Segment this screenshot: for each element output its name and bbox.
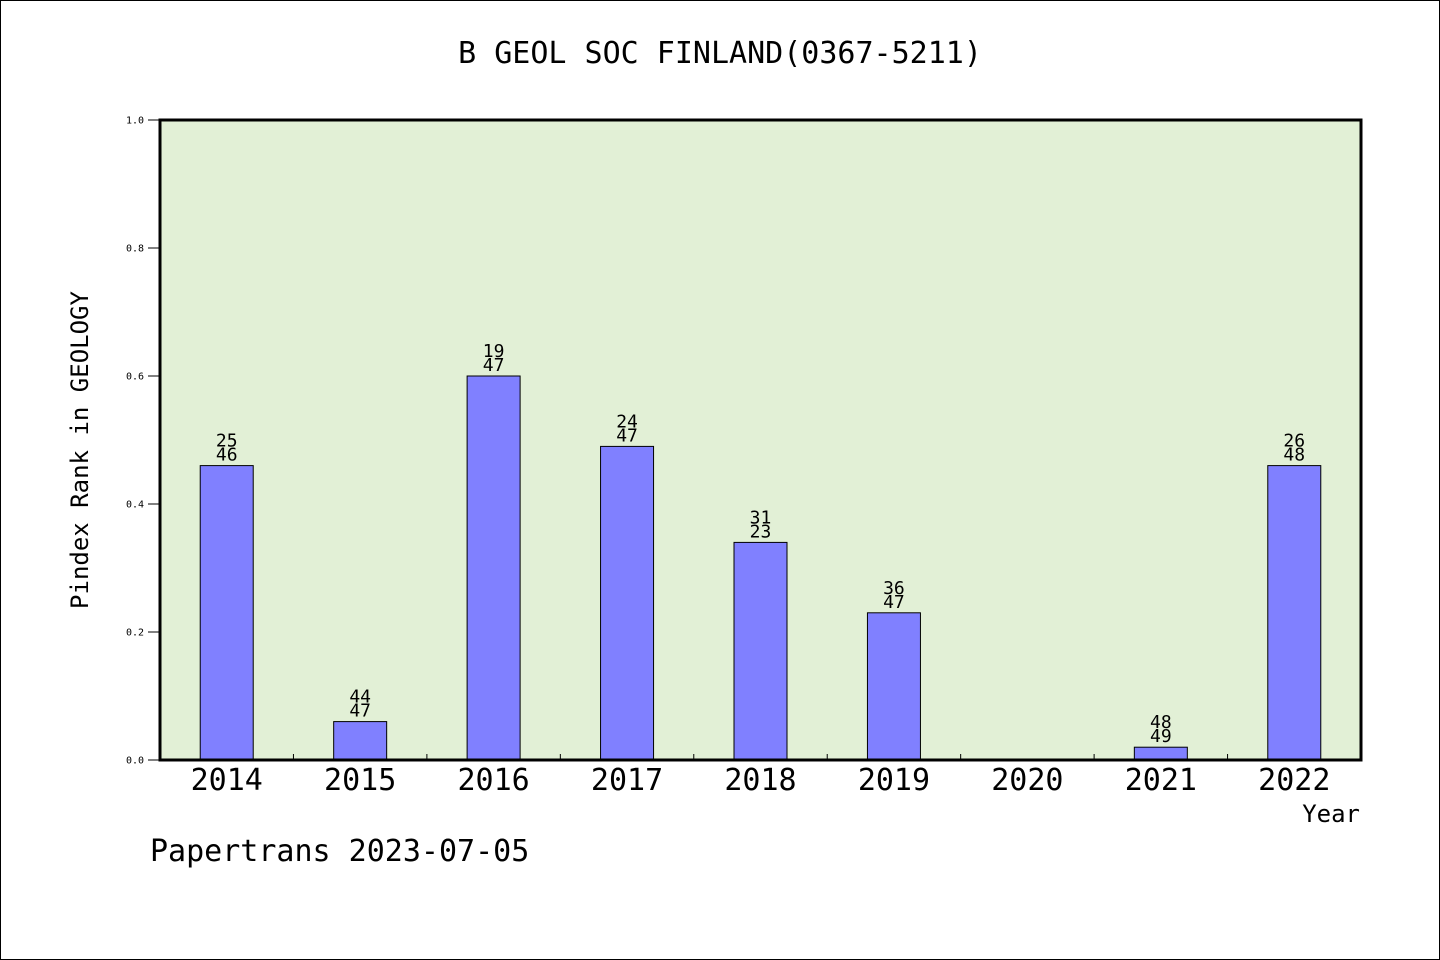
y-tick-label: 0.0 xyxy=(126,756,144,767)
rank-label-2014: 25 xyxy=(216,431,238,452)
x-tick-label-2015: 2015 xyxy=(324,763,396,798)
footer-credit: Papertrans 2023-07-05 xyxy=(150,834,530,869)
bar-2016 xyxy=(466,375,521,761)
rank-label-2016: 19 xyxy=(483,341,505,362)
rank-label-2019: 36 xyxy=(883,578,905,599)
x-tick-label-2019: 2019 xyxy=(858,763,930,798)
chart-title: B GEOL SOC FINLAND(0367-5211) xyxy=(458,36,982,71)
total-label-2015: 47 xyxy=(349,701,371,722)
bar-2014 xyxy=(199,465,254,761)
rank-label-2021: 48 xyxy=(1150,712,1172,733)
bar-2018 xyxy=(733,541,788,761)
total-label-2018: 23 xyxy=(750,521,772,542)
y-tick-label: 0.8 xyxy=(126,244,144,255)
total-label-2016: 47 xyxy=(483,355,505,376)
rank-label-2018: 31 xyxy=(750,507,772,528)
bar-2017 xyxy=(600,445,655,761)
y-tick-label: 0.4 xyxy=(126,500,144,511)
x-tick-label-2017: 2017 xyxy=(591,763,663,798)
x-tick-label-2018: 2018 xyxy=(724,763,796,798)
y-tick-label: 1.0 xyxy=(126,116,144,127)
total-label-2014: 46 xyxy=(216,445,238,466)
bar-2015 xyxy=(333,721,388,761)
plot-border xyxy=(158,118,1363,762)
x-axis-label: Year xyxy=(1302,800,1360,828)
bar-2022 xyxy=(1267,465,1322,761)
rank-label-2017: 24 xyxy=(616,411,638,432)
x-tick-label-2022: 2022 xyxy=(1258,763,1330,798)
bar-2019 xyxy=(866,612,921,761)
bar-2021 xyxy=(1133,746,1188,761)
x-tick-label-2014: 2014 xyxy=(191,763,263,798)
y-tick-label: 0.6 xyxy=(126,372,144,383)
total-label-2017: 47 xyxy=(616,425,638,446)
total-label-2021: 49 xyxy=(1150,726,1172,747)
chart-marks: 0.00.20.40.60.81.02546201444472015194720… xyxy=(126,116,1330,799)
x-tick-label-2021: 2021 xyxy=(1125,763,1197,798)
total-label-2022: 48 xyxy=(1283,445,1305,466)
y-tick-label: 0.2 xyxy=(126,628,144,639)
total-label-2019: 47 xyxy=(883,592,905,613)
rank-label-2015: 44 xyxy=(349,687,371,708)
x-tick-label-2016: 2016 xyxy=(457,763,529,798)
x-tick-label-2020: 2020 xyxy=(991,763,1063,798)
rank-label-2022: 26 xyxy=(1283,431,1305,452)
